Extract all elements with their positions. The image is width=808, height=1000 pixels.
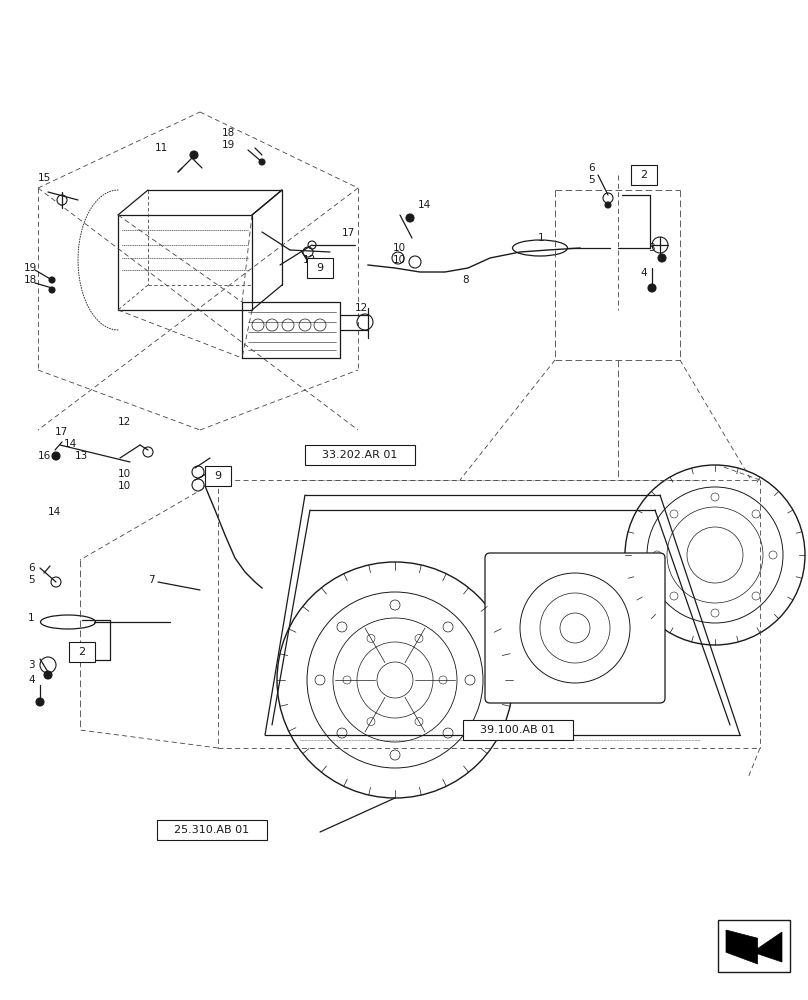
Text: 6: 6 — [588, 163, 595, 173]
Text: 15: 15 — [38, 173, 51, 183]
Bar — [205, 466, 231, 486]
Circle shape — [648, 284, 656, 292]
Text: 1: 1 — [538, 233, 545, 243]
Text: 12: 12 — [118, 417, 131, 427]
Text: 6: 6 — [28, 563, 35, 573]
Text: 17: 17 — [342, 228, 356, 238]
Bar — [631, 165, 657, 185]
Text: 18: 18 — [222, 128, 235, 138]
Text: 10: 10 — [118, 481, 131, 491]
Circle shape — [36, 698, 44, 706]
Text: 14: 14 — [418, 200, 431, 210]
Text: 17: 17 — [55, 427, 68, 437]
Text: 14: 14 — [64, 439, 78, 449]
Text: 12: 12 — [355, 303, 368, 313]
Text: 10: 10 — [118, 469, 131, 479]
Circle shape — [49, 277, 55, 283]
Bar — [157, 820, 267, 840]
Text: 19: 19 — [222, 140, 235, 150]
Polygon shape — [726, 930, 782, 964]
Text: 1: 1 — [28, 613, 35, 623]
Circle shape — [52, 452, 60, 460]
Text: 9: 9 — [214, 471, 221, 481]
Text: 3: 3 — [648, 243, 654, 253]
Circle shape — [406, 214, 414, 222]
Circle shape — [44, 671, 52, 679]
Text: 19: 19 — [24, 263, 37, 273]
Text: 14: 14 — [48, 507, 61, 517]
Text: 5: 5 — [588, 175, 595, 185]
Text: 16: 16 — [38, 451, 51, 461]
FancyBboxPatch shape — [485, 553, 665, 703]
Text: 18: 18 — [24, 275, 37, 285]
Text: 9: 9 — [317, 263, 323, 273]
Text: 2: 2 — [641, 170, 647, 180]
Circle shape — [658, 254, 666, 262]
Bar — [463, 720, 573, 740]
Text: 11: 11 — [155, 143, 168, 153]
Bar — [307, 258, 333, 278]
Text: 2: 2 — [78, 647, 86, 657]
Text: 7: 7 — [148, 575, 154, 585]
Circle shape — [49, 287, 55, 293]
Text: 3: 3 — [28, 660, 35, 670]
Bar — [305, 445, 415, 465]
Circle shape — [190, 151, 198, 159]
Bar — [718, 920, 790, 972]
Text: 25.310.AB 01: 25.310.AB 01 — [175, 825, 250, 835]
Text: 33.202.AR 01: 33.202.AR 01 — [322, 450, 398, 460]
Text: 10: 10 — [393, 255, 406, 265]
Text: 4: 4 — [640, 268, 646, 278]
Bar — [69, 642, 95, 662]
Text: 5: 5 — [28, 575, 35, 585]
Text: 8: 8 — [462, 275, 469, 285]
Text: 10: 10 — [393, 243, 406, 253]
Text: 39.100.AB 01: 39.100.AB 01 — [481, 725, 556, 735]
Text: 4: 4 — [28, 675, 35, 685]
Circle shape — [605, 202, 611, 208]
Text: 13: 13 — [303, 255, 316, 265]
Text: 13: 13 — [75, 451, 88, 461]
Circle shape — [259, 159, 265, 165]
